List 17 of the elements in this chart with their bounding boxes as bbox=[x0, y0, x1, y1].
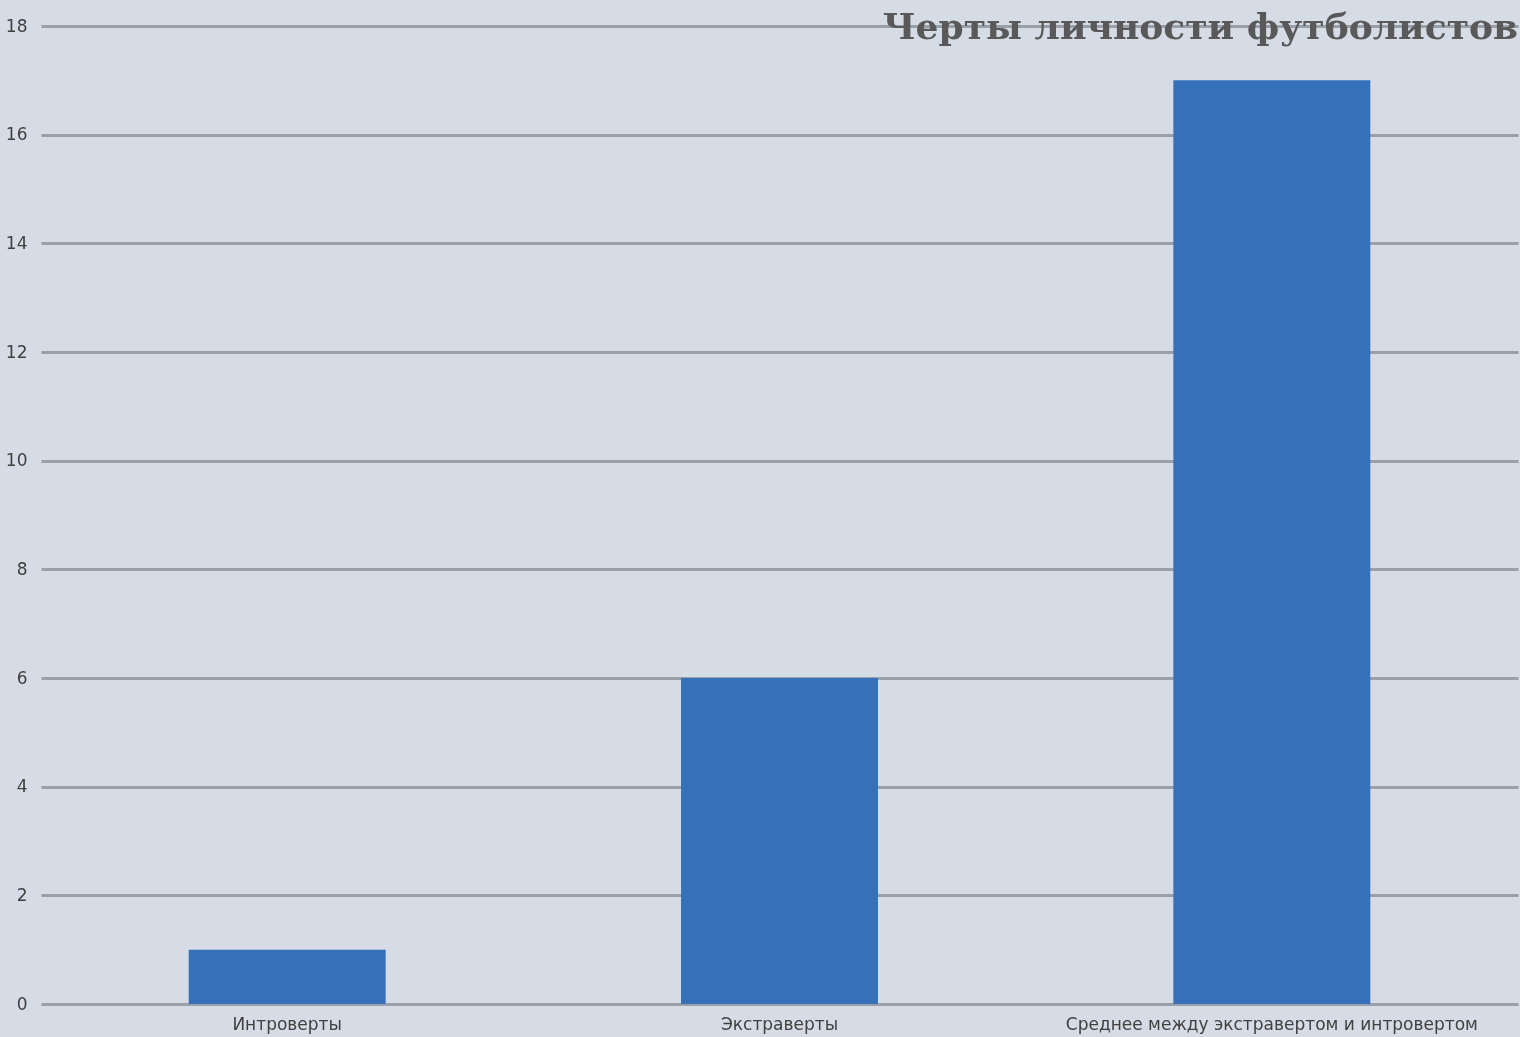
y-tick-label: 0 bbox=[16, 993, 28, 1014]
y-tick-label: 8 bbox=[16, 558, 28, 579]
bar bbox=[681, 678, 878, 1004]
y-tick-label: 16 bbox=[5, 124, 28, 145]
bar bbox=[1173, 80, 1371, 1004]
y-tick-label: 14 bbox=[5, 232, 28, 253]
y-tick-label: 12 bbox=[5, 341, 28, 362]
chart-title: Черты личности футболистов bbox=[882, 5, 1518, 47]
x-tick-label: Интроверты bbox=[232, 1013, 342, 1034]
y-tick-label: 10 bbox=[5, 450, 28, 471]
y-tick-label: 2 bbox=[16, 884, 28, 905]
y-tick-label: 4 bbox=[16, 776, 28, 797]
x-tick-label: Экстраверты bbox=[720, 1013, 839, 1034]
y-tick-label: 18 bbox=[5, 15, 28, 36]
bar bbox=[188, 949, 386, 1004]
y-tick-label: 6 bbox=[16, 667, 28, 688]
x-tick-label: Среднее между экстравертом и интровертом bbox=[1065, 1013, 1478, 1034]
